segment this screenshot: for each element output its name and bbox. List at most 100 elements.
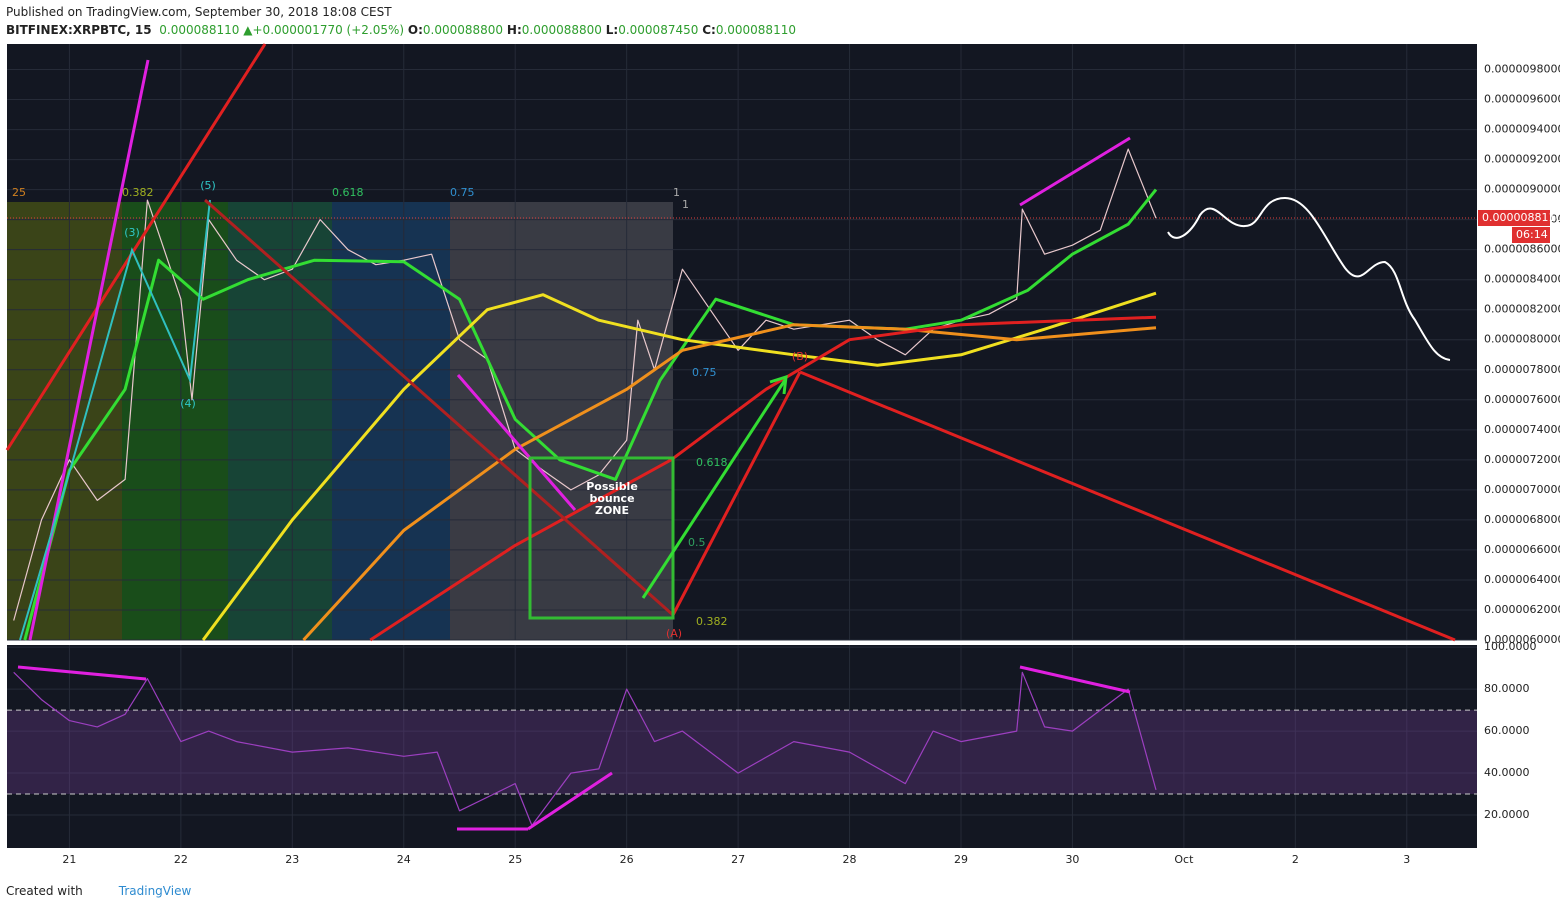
y-tick-label: 0.0000094000 <box>1484 123 1560 136</box>
annotation: 0.5 <box>688 536 706 549</box>
fib-zone <box>228 202 332 640</box>
y-tick-label: 0.0000098000 <box>1484 63 1560 76</box>
x-tick-label: 28 <box>843 853 857 866</box>
last-price-label: 0.0000088110 <box>1482 211 1560 224</box>
arrow: ▲ <box>243 23 253 37</box>
series-line <box>23 188 1158 641</box>
arrow-head <box>769 374 788 395</box>
open: 0.000088800 <box>422 23 504 37</box>
bounce-box <box>528 456 675 620</box>
c-label: C: <box>702 23 716 37</box>
y-tick-label: 0.0000080000 <box>1484 333 1560 346</box>
published: Published on TradingView.com, September … <box>6 5 392 19</box>
high: 0.000088800 <box>521 23 602 37</box>
brand[interactable]: TradingView <box>118 884 192 898</box>
y-tick-label: 0.0000096000 <box>1484 93 1560 106</box>
low: 0.000087450 <box>618 23 699 37</box>
y-tick-label: 0.0000074000 <box>1484 423 1560 436</box>
x-tick-label: 26 <box>620 853 634 866</box>
grid <box>7 44 1477 848</box>
fib-zone <box>122 202 228 640</box>
annotation: 0.75 <box>450 186 475 199</box>
series-line <box>201 291 1157 641</box>
annotation: 0.382 <box>122 186 154 199</box>
y-tick-label: 40.0000 <box>1484 766 1530 779</box>
y-tick-label: 20.0000 <box>1484 808 1530 821</box>
annotation: 1 <box>673 186 680 199</box>
y-tick-label: 0.0000084000 <box>1484 273 1560 286</box>
fib-zone <box>450 202 673 640</box>
rsi-divergence <box>17 665 147 681</box>
x-tick-label: 3 <box>1403 853 1410 866</box>
y-tick-label: 0.0000092000 <box>1484 153 1560 166</box>
annotation: 25 <box>12 186 26 199</box>
y-tick-label: 0.0000070000 <box>1484 483 1560 496</box>
last-price-box <box>1478 209 1550 226</box>
series-line <box>369 315 1157 642</box>
x-tick-label: 22 <box>174 853 188 866</box>
x-tick-label: Oct <box>1174 853 1194 866</box>
annotation: (5) <box>200 179 216 192</box>
x-tick-label: 27 <box>731 853 745 866</box>
annotation: Possible <box>586 480 638 493</box>
h-label: H: <box>506 23 522 37</box>
forecast-path <box>1167 196 1451 361</box>
quote-line: BITFINEX:XRPBTC, 15 0.000088110 ▲+0.0000… <box>6 21 796 39</box>
x-tick-label: 2 <box>1292 853 1299 866</box>
x-tick-label: 25 <box>508 853 522 866</box>
annotation: (B) <box>792 350 808 363</box>
annotation: (4) <box>180 397 196 410</box>
trend-line <box>28 59 150 641</box>
o-label: O: <box>407 23 423 37</box>
y-tick-label: 80.0000 <box>1484 682 1530 695</box>
annotation: (3) <box>124 226 140 239</box>
trend-line <box>671 371 802 616</box>
annotation: 0.618 <box>696 456 728 469</box>
footer: Created with TradingView <box>6 884 191 898</box>
annotation: 0.75 <box>692 366 717 379</box>
series <box>13 148 1158 827</box>
rsi-divergence <box>1019 665 1131 694</box>
close: 0.000088110 <box>715 23 796 37</box>
y-tick-label: 0.0000076000 <box>1484 393 1560 406</box>
y-tick-label: 0.0000068000 <box>1484 513 1560 526</box>
y-tick-label: 0.0000082000 <box>1484 303 1560 316</box>
wave-line <box>19 199 211 641</box>
symbol: BITFINEX:XRPBTC, 15 <box>6 23 152 37</box>
y-tick-label: 0.0000072000 <box>1484 453 1560 466</box>
l-label: L: <box>605 23 619 37</box>
y-tick-label: 0.0000060000 <box>1484 633 1560 646</box>
rsi-pane <box>7 645 1477 848</box>
y-tick-label: 0.0000078000 <box>1484 363 1560 376</box>
arrow <box>641 379 787 599</box>
labels: 0.0000060000 0.0000062000 0.0000064000 0.00… <box>12 63 1560 866</box>
y-tick-label: 0.0000090000 <box>1484 183 1560 196</box>
y-tick-label: 100.0000 <box>1484 640 1537 653</box>
rsi-band <box>7 710 1477 795</box>
series-line <box>13 671 1157 827</box>
annotation: 0.382 <box>696 615 728 628</box>
trend-line <box>456 374 577 511</box>
y-tick-label: 0.0000064000 <box>1484 573 1560 586</box>
last: 0.000088110 <box>159 23 240 37</box>
change: +0.000001770 (+2.05%) <box>252 23 405 37</box>
x-tick-label: 21 <box>62 853 76 866</box>
fib-zone <box>332 202 450 640</box>
y-tick-label: 0.0000066000 <box>1484 543 1560 556</box>
y-tick-label: 0.0000086000 <box>1484 243 1560 256</box>
annotation: ZONE <box>595 504 629 517</box>
annotation: 1 <box>682 198 689 211</box>
trend-line <box>204 198 674 617</box>
annotation: 0.618 <box>332 186 364 199</box>
x-tick-label: 30 <box>1065 853 1079 866</box>
x-tick-label: 23 <box>285 853 299 866</box>
y-tick-label: 60.0000 <box>1484 724 1530 737</box>
x-tick-label: 29 <box>954 853 968 866</box>
x-tick-label: 24 <box>397 853 411 866</box>
countdown: 06:14 <box>1516 228 1548 241</box>
header: Published on TradingView.com, September … <box>6 3 796 39</box>
trend-line <box>799 370 1456 642</box>
countdown-box <box>1512 226 1550 243</box>
